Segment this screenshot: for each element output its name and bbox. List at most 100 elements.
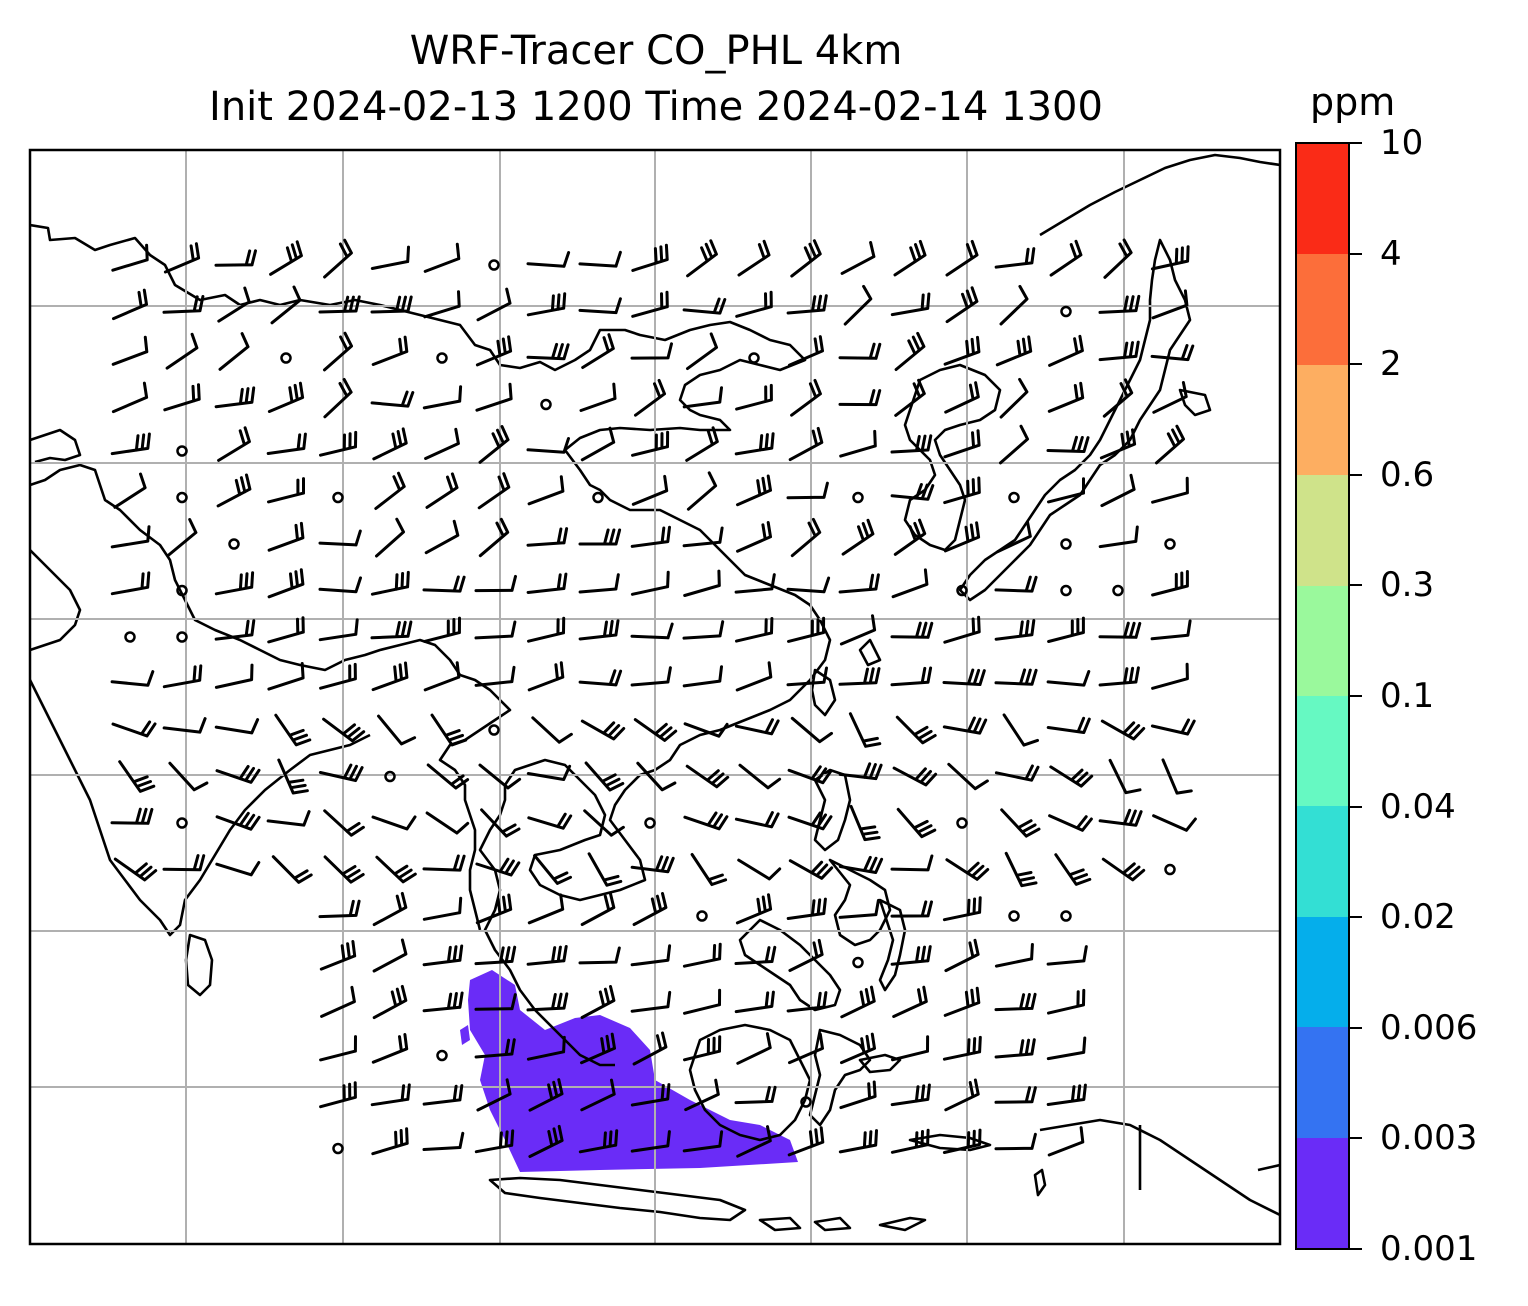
wind-barb: [690, 853, 728, 886]
wind-barb: [1048, 814, 1093, 832]
wind-barb: [838, 762, 883, 781]
wind-barb: [630, 1130, 671, 1153]
wind-barb: [474, 945, 517, 966]
calm-wind-marker: [592, 491, 604, 504]
wind-barb: [578, 528, 622, 546]
wind-barb: [580, 426, 616, 462]
wind-barb: [526, 1035, 566, 1061]
wind-barb: [1047, 616, 1085, 643]
wind-barb: [994, 943, 1034, 968]
wind-barb: [892, 766, 938, 787]
wind-barb: [319, 430, 358, 457]
wind-barb: [790, 378, 822, 417]
wind-barb: [370, 1083, 411, 1107]
wind-barb: [110, 432, 151, 456]
wind-barb: [377, 714, 417, 746]
wind-barb: [527, 661, 565, 692]
wind-barb: [318, 576, 362, 594]
colorbar-tick: [1350, 252, 1362, 255]
wind-barb: [848, 712, 882, 748]
wind-barb: [267, 568, 305, 599]
wind-barb: [1046, 716, 1091, 734]
wind-barb: [631, 290, 669, 318]
wind-barb: [890, 900, 933, 918]
wind-barb: [838, 573, 880, 594]
calm-wind-marker: [228, 538, 240, 550]
wind-barb: [994, 764, 1040, 782]
wind-barb: [319, 940, 357, 971]
wind-barb: [111, 243, 149, 272]
wind-barb: [1101, 857, 1146, 882]
wind-barb: [475, 382, 513, 412]
wind-barb: [686, 471, 718, 511]
wind-barb: [163, 383, 201, 412]
wind-barb: [422, 1131, 465, 1151]
colorbar-tick-label: 0.3: [1380, 565, 1435, 606]
wind-barb: [1047, 1126, 1085, 1157]
wind-barb: [162, 295, 205, 314]
wind-barb: [1108, 758, 1142, 795]
wind-barb: [994, 668, 1038, 686]
wind-barb: [217, 426, 251, 462]
wind-barb: [995, 335, 1033, 367]
wind-barb: [786, 481, 829, 500]
wind-barb: [423, 661, 461, 692]
map-frame: [28, 148, 1282, 1246]
calm-wind-marker: [124, 631, 136, 643]
wind-barb: [111, 720, 157, 738]
colorbar-tick: [1350, 1026, 1362, 1029]
wind-barb: [113, 857, 158, 882]
wind-barb: [1151, 476, 1189, 504]
wind-barb: [269, 240, 303, 276]
calm-wind-marker: [1060, 538, 1072, 550]
wind-barb: [578, 573, 620, 594]
wind-barb: [112, 288, 148, 321]
wind-barb: [788, 335, 824, 367]
calm-wind-marker: [956, 817, 968, 829]
wind-barb: [580, 1078, 616, 1112]
wind-barb: [890, 483, 935, 501]
wind-barb: [527, 893, 565, 925]
wind-barb: [1103, 238, 1133, 279]
wind-barb: [319, 1081, 357, 1109]
wind-barb: [372, 891, 408, 927]
wind-barb: [682, 620, 725, 640]
wind-barb: [1049, 765, 1094, 788]
wind-barb: [422, 896, 463, 921]
wind-barb: [839, 429, 877, 458]
wind-barb: [372, 938, 408, 973]
wind-barb: [1054, 853, 1092, 886]
wind-barb: [1098, 525, 1139, 549]
wind-barb: [1004, 851, 1038, 888]
wind-barb: [215, 811, 261, 831]
calm-wind-marker: [1008, 491, 1020, 504]
wind-barb: [1150, 344, 1195, 362]
wind-barb: [422, 1084, 464, 1106]
wind-barb: [999, 424, 1029, 465]
wind-barb: [788, 426, 824, 462]
wind-barb: [578, 250, 622, 268]
wind-barb: [1152, 381, 1188, 414]
colorbar-tick: [1350, 916, 1362, 919]
wind-barb: [1098, 294, 1141, 314]
wind-barb: [318, 295, 361, 314]
wind-barb: [734, 945, 777, 965]
wind-barb: [686, 332, 718, 371]
colorbar-tick-label: 4: [1380, 233, 1402, 274]
wind-barb: [1047, 477, 1085, 504]
colorbar-segment: [1297, 364, 1348, 476]
colorbar-segment: [1297, 695, 1348, 807]
wind-barb: [735, 617, 774, 643]
wind-barb: [323, 378, 353, 419]
wind-barb: [840, 1032, 876, 1065]
wind-barb: [580, 891, 616, 926]
wind-barb: [478, 425, 510, 464]
wind-barb: [890, 666, 933, 687]
wind-barb: [375, 855, 417, 884]
calm-wind-marker: [1060, 584, 1072, 597]
wind-barb: [682, 297, 727, 315]
wind-barb: [631, 430, 670, 457]
wind-barb: [580, 1032, 616, 1065]
wind-barb: [838, 667, 881, 686]
wind-barb: [318, 529, 362, 547]
